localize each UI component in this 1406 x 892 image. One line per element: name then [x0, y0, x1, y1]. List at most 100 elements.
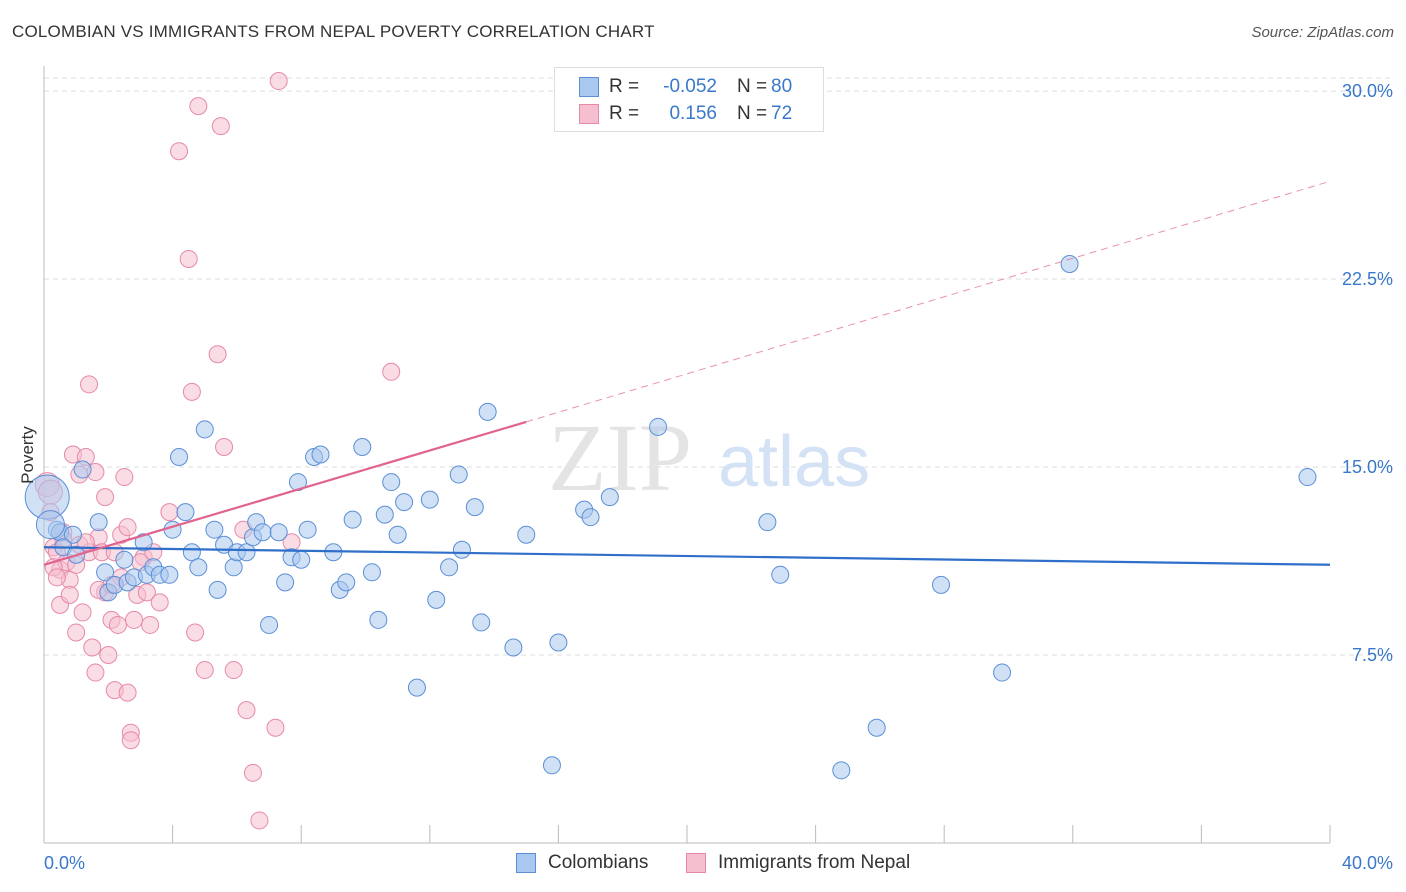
- chart-title: COLOMBIAN VS IMMIGRANTS FROM NEPAL POVER…: [12, 22, 655, 41]
- nepal-point: [189, 97, 208, 116]
- nepal-point: [125, 610, 144, 629]
- nepal-point: [182, 382, 201, 401]
- watermark-zip: ZIP: [548, 404, 692, 511]
- legend-swatch-blue: [516, 853, 536, 873]
- nepal-point: [67, 623, 86, 642]
- colombian-point: [504, 638, 523, 657]
- legend-r-value: 0.156: [669, 103, 717, 124]
- correlation-legend: R = -0.052 N = 80 R = 0.156 N = 72: [554, 67, 824, 132]
- colombian-point: [269, 523, 288, 542]
- colombian-point: [160, 565, 179, 584]
- legend-row-colombians: R = -0.052 N = 80: [579, 75, 792, 99]
- colombian-point: [369, 610, 388, 629]
- axes: [43, 66, 1331, 844]
- legend-item-nepal[interactable]: Immigrants from Nepal: [686, 852, 910, 874]
- colombian-point: [649, 417, 668, 436]
- colombian-point: [407, 678, 426, 697]
- nepal-point: [179, 249, 198, 268]
- colombian-point: [224, 558, 243, 577]
- nepal-point: [115, 468, 134, 487]
- axis-labels: 7.5% 15.0% 22.5% 30.0% 0.0% 40.0% Poverty: [18, 81, 1393, 873]
- nepal-point: [186, 623, 205, 642]
- colombian-point: [395, 493, 414, 512]
- colombian-point: [343, 510, 362, 529]
- colombian-point: [388, 525, 407, 544]
- colombian-point: [176, 503, 195, 522]
- colombian-point: [353, 437, 372, 456]
- colombian-point: [1298, 468, 1317, 487]
- nepal-point: [250, 811, 269, 830]
- colombian-point: [134, 533, 153, 552]
- colombian-point: [472, 613, 491, 632]
- y-tick-label: 30.0%: [1342, 81, 1393, 101]
- legend-r-value: -0.052: [663, 76, 717, 97]
- colombian-point: [440, 558, 459, 577]
- legend-item-colombians[interactable]: Colombians: [516, 852, 648, 874]
- trend-lines: [43, 180, 1331, 566]
- colombian-point: [63, 525, 82, 544]
- colombian-point: [581, 508, 600, 527]
- legend-n-label: N =: [737, 76, 768, 97]
- nepal-point: [211, 117, 230, 136]
- colombian-point: [465, 498, 484, 517]
- colombian-point: [542, 756, 561, 775]
- x-tick-label: 0.0%: [44, 853, 85, 873]
- nepal-point: [108, 615, 127, 634]
- colombian-point: [375, 505, 394, 524]
- colombian-point: [237, 543, 256, 562]
- nepal-point: [118, 683, 137, 702]
- nepal-point: [80, 375, 99, 394]
- colombian-point: [420, 490, 439, 509]
- colombian-point: [1060, 255, 1079, 274]
- colombian-points: [24, 255, 1317, 780]
- nepal-point: [170, 142, 189, 161]
- colombian-point: [298, 520, 317, 539]
- nepal-point: [121, 731, 140, 750]
- colombian-point: [993, 663, 1012, 682]
- colombian-point: [182, 543, 201, 562]
- nepal-point: [60, 585, 79, 604]
- colombian-point: [771, 565, 790, 584]
- chart-source: Source: ZipAtlas.com: [1251, 24, 1394, 41]
- y-tick-label: 22.5%: [1342, 269, 1393, 289]
- nepal-point: [137, 583, 156, 602]
- colombian-point: [73, 460, 92, 479]
- legend-n-value: 80: [771, 76, 793, 97]
- colombian-point: [427, 590, 446, 609]
- nepal-trend-line: [43, 420, 527, 566]
- colombian-point: [276, 573, 295, 592]
- legend-r-label: R =: [609, 103, 640, 124]
- colombian-point: [163, 520, 182, 539]
- legend-n-label: N =: [737, 103, 768, 124]
- nepal-point: [73, 603, 92, 622]
- colombian-point: [170, 448, 189, 467]
- series-legend: Colombians Immigrants from Nepal: [0, 852, 1406, 876]
- y-tick-label: 7.5%: [1352, 645, 1393, 665]
- colombian-point: [931, 575, 950, 594]
- nepal-point: [96, 488, 115, 507]
- colombian-point: [478, 402, 497, 421]
- nepal-point: [243, 763, 262, 782]
- nepal-point: [86, 663, 105, 682]
- grid-lines: [44, 77, 1394, 656]
- nepal-point: [118, 518, 137, 537]
- legend-r-label: R =: [609, 76, 640, 97]
- nepal-point: [215, 437, 234, 456]
- nepal-point: [195, 661, 214, 680]
- colombian-point: [115, 550, 134, 569]
- y-axis-title: Poverty: [18, 426, 37, 484]
- legend-n-value: 72: [771, 103, 793, 124]
- colombian-point: [758, 513, 777, 532]
- legend-label-colombians: Colombians: [548, 852, 649, 873]
- colombian-point: [832, 761, 851, 780]
- colombian-point: [89, 513, 108, 532]
- nepal-point: [266, 718, 285, 737]
- nepal-point: [269, 72, 288, 91]
- colombian-point: [253, 523, 272, 542]
- colombian-point: [549, 633, 568, 652]
- colombian-point: [517, 525, 536, 544]
- colombian-point: [311, 445, 330, 464]
- colombian-point: [195, 420, 214, 439]
- colombian-point: [382, 473, 401, 492]
